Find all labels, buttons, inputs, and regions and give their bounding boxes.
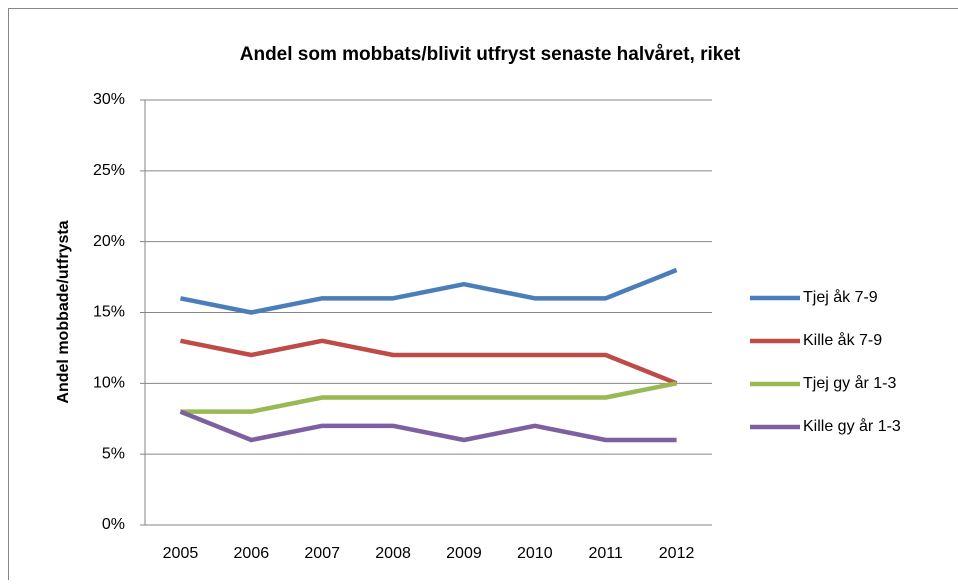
y-tick-label: 30% — [93, 91, 125, 108]
x-tick-label: 2008 — [375, 545, 411, 562]
y-tick-label: 0% — [102, 516, 125, 533]
legend-label: Kille gy år 1-3 — [803, 417, 901, 435]
chart-title: Andel som mobbats/blivit utfryst senaste… — [240, 44, 741, 65]
x-tick-label: 2007 — [304, 545, 340, 562]
x-tick-label: 2012 — [659, 545, 695, 562]
x-tick-label: 2011 — [588, 545, 623, 562]
legend-label: Kille åk 7-9 — [803, 331, 882, 349]
y-tick-label: 20% — [93, 233, 125, 250]
y-axis-label: Andel mobbade/utfrysta — [55, 220, 72, 403]
legend-label: Tjej gy år 1-3 — [803, 374, 896, 392]
y-tick-label: 25% — [93, 162, 125, 179]
y-tick-label: 10% — [93, 375, 125, 392]
x-tick-label: 2010 — [517, 545, 553, 562]
x-tick-label: 2006 — [234, 545, 270, 562]
x-tick-label: 2005 — [163, 545, 199, 562]
x-tick-label: 2009 — [446, 545, 482, 562]
legend-label: Tjej åk 7-9 — [803, 288, 878, 306]
y-tick-label: 5% — [102, 445, 125, 462]
y-tick-label: 15% — [93, 304, 125, 321]
